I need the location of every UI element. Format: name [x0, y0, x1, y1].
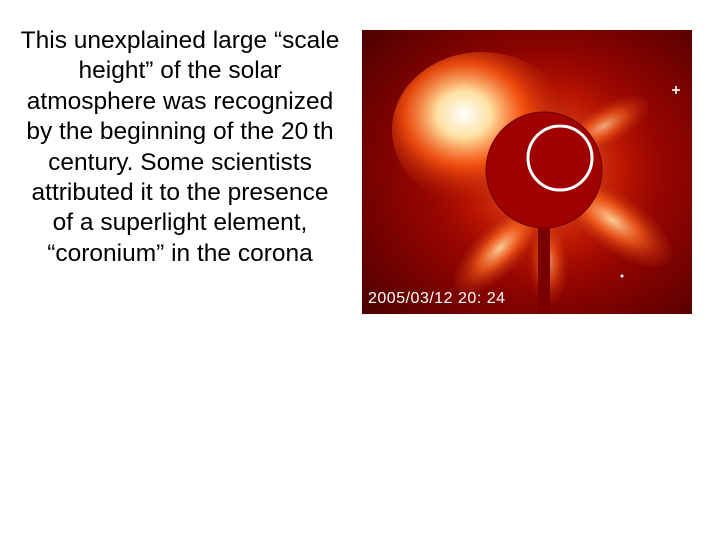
coronagraph-image	[362, 30, 692, 314]
slide: This unexplained large “scale height” of…	[0, 0, 720, 540]
coronagraph-figure: 2005/03/12 20: 24	[362, 30, 692, 314]
body-text: This unexplained large “scale height” of…	[20, 26, 340, 269]
figure-timestamp: 2005/03/12 20: 24	[368, 290, 506, 308]
